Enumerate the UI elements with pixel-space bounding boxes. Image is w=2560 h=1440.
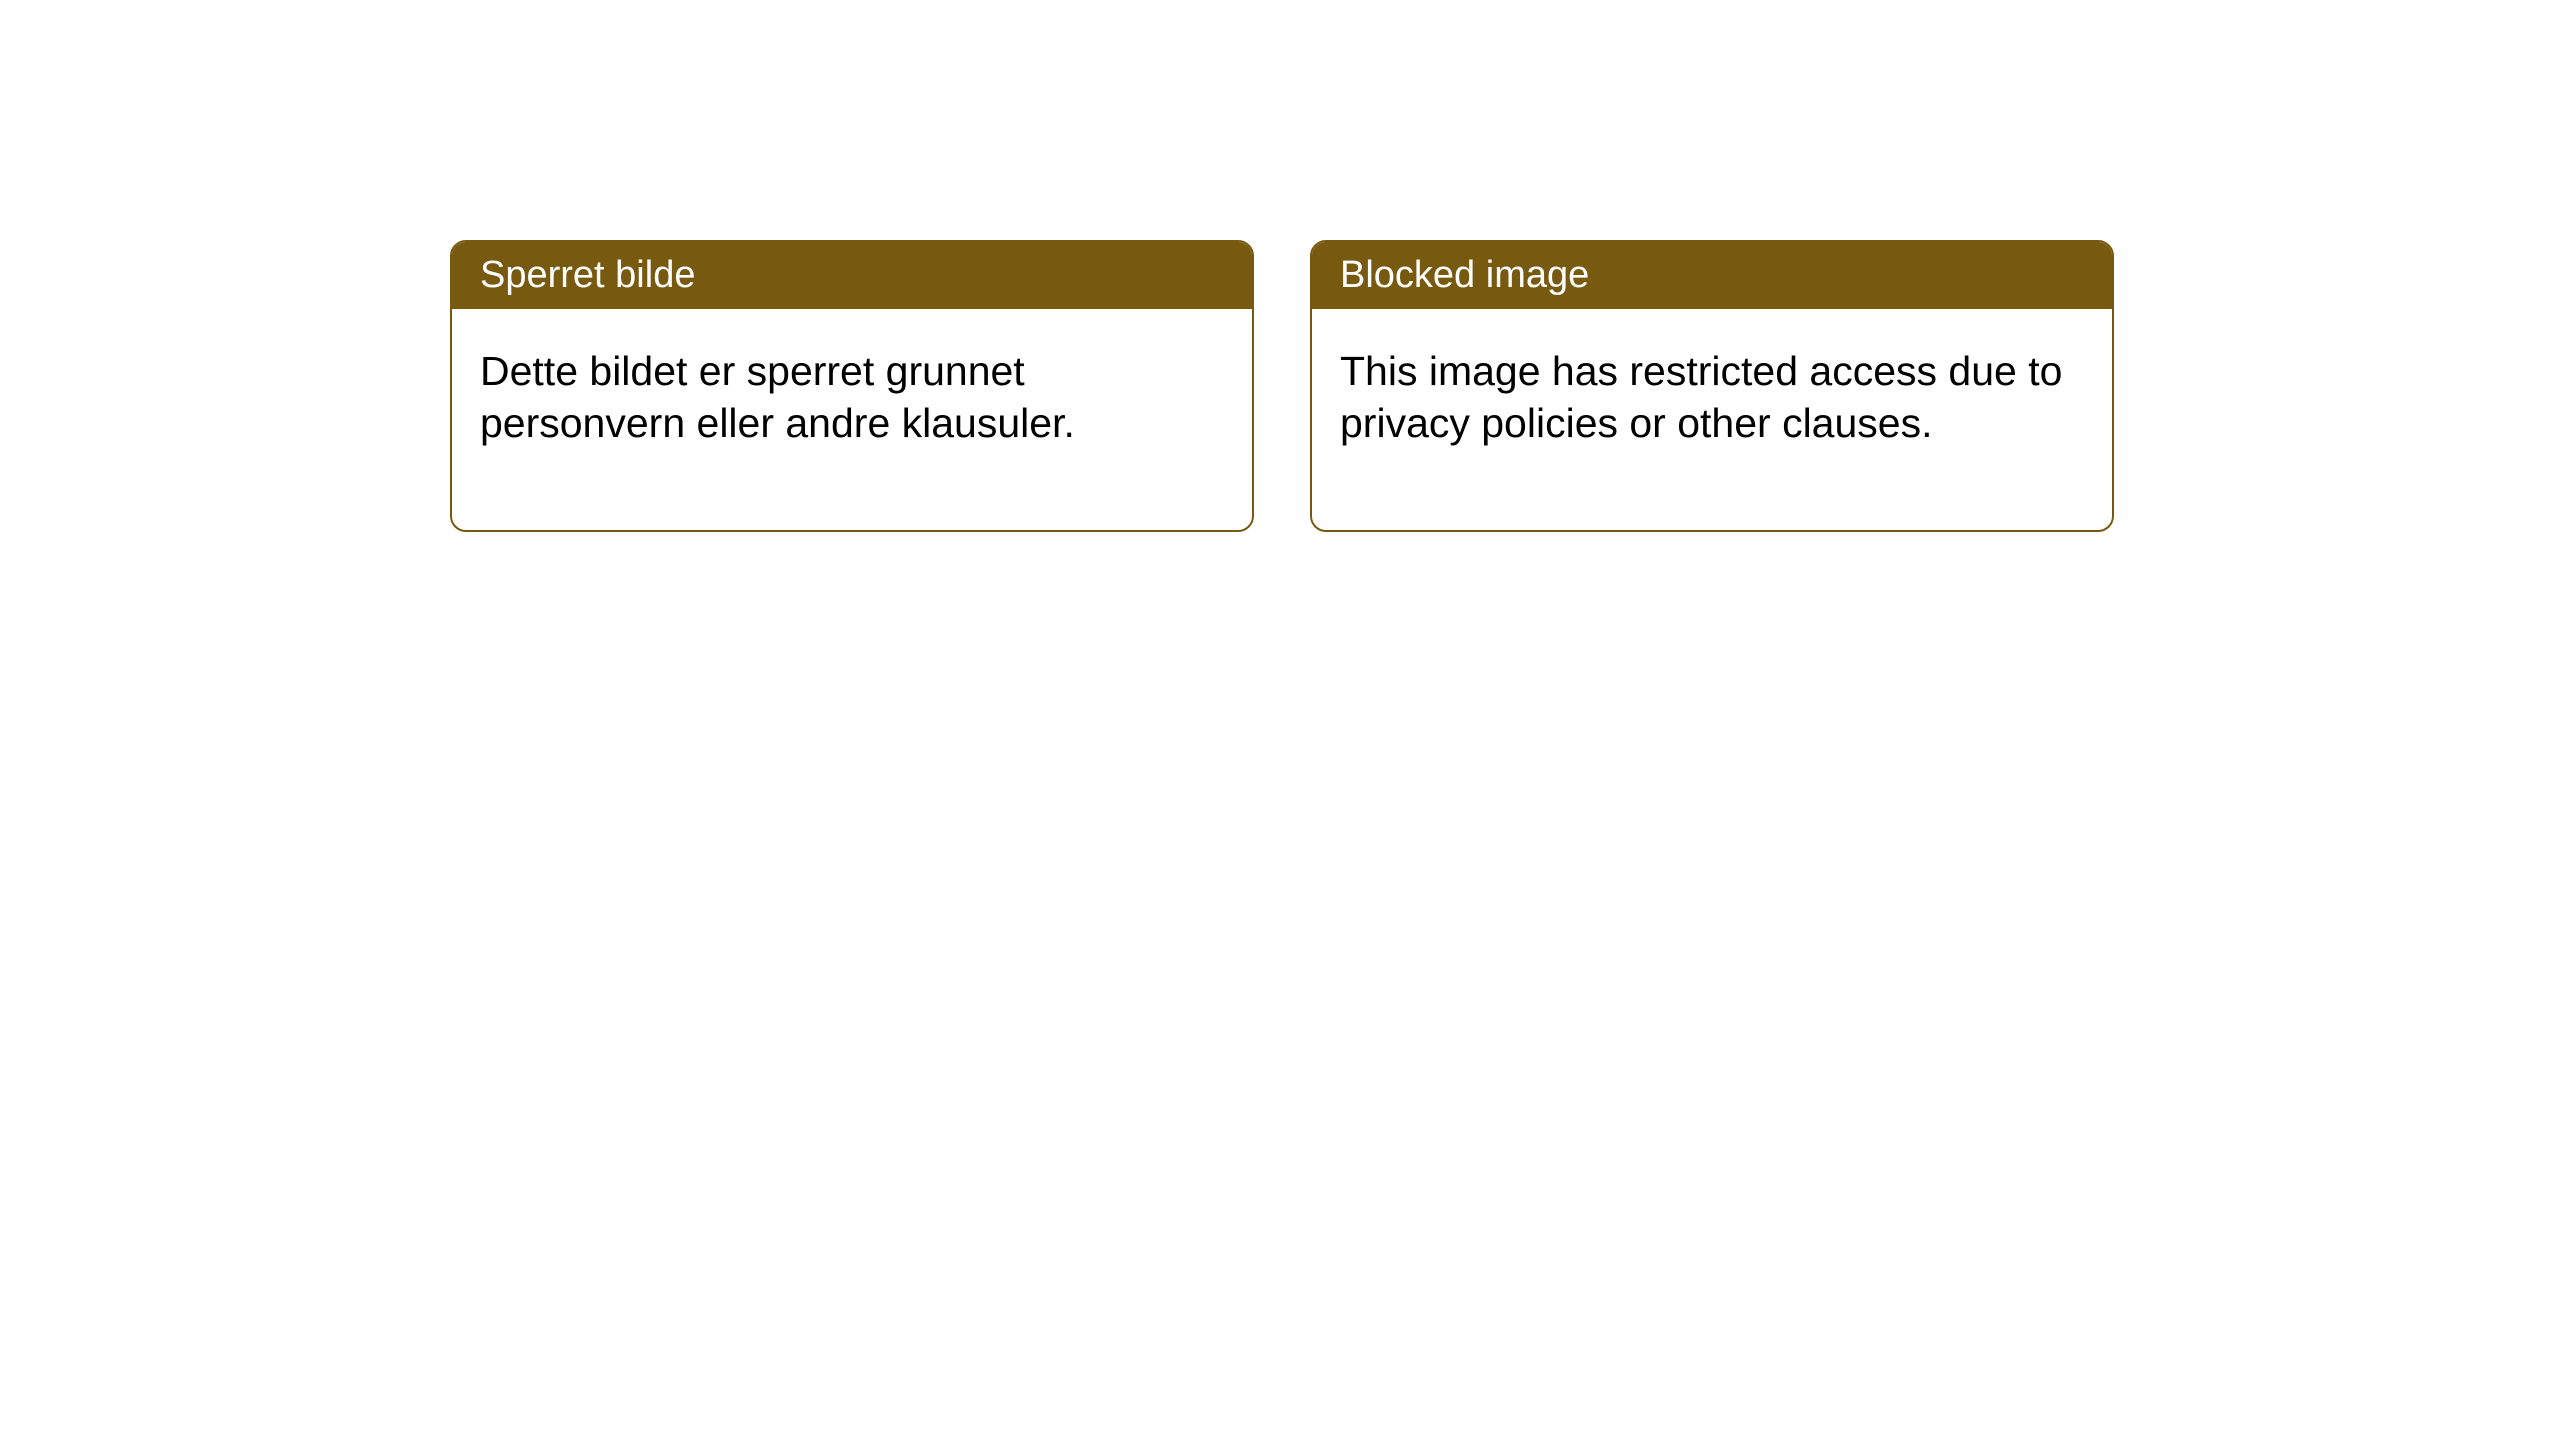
card-body-text: Dette bildet er sperret grunnet personve… bbox=[480, 348, 1075, 446]
card-header: Sperret bilde bbox=[452, 242, 1252, 309]
card-body-text: This image has restricted access due to … bbox=[1340, 348, 2062, 446]
card-header: Blocked image bbox=[1312, 242, 2112, 309]
card-title: Blocked image bbox=[1340, 254, 1589, 296]
notice-container: Sperret bilde Dette bildet er sperret gr… bbox=[450, 240, 2114, 532]
notice-card-norwegian: Sperret bilde Dette bildet er sperret gr… bbox=[450, 240, 1254, 532]
card-body: This image has restricted access due to … bbox=[1312, 309, 2112, 530]
card-body: Dette bildet er sperret grunnet personve… bbox=[452, 309, 1252, 530]
notice-card-english: Blocked image This image has restricted … bbox=[1310, 240, 2114, 532]
card-title: Sperret bilde bbox=[480, 254, 695, 296]
